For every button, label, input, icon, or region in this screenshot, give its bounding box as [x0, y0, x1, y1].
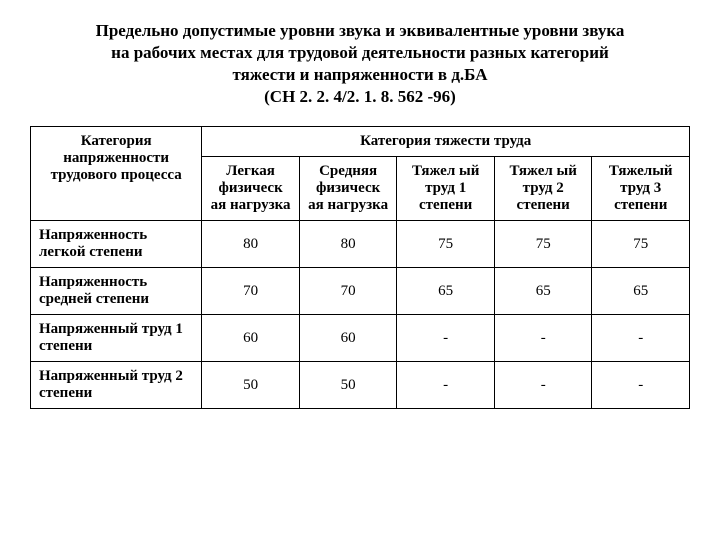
table-row: Напряженный труд 1 степени 60 60 - - - — [31, 315, 690, 362]
title-line-1: Предельно допустимые уровни звука и экви… — [96, 21, 625, 40]
cell-value: - — [592, 315, 690, 362]
cell-value: 75 — [494, 221, 592, 268]
cell-value: 75 — [397, 221, 495, 268]
cell-value: 60 — [202, 315, 300, 362]
cell-value: - — [397, 315, 495, 362]
title-line-4: (СН 2. 2. 4/2. 1. 8. 562 -96) — [264, 87, 456, 106]
colgroup-header: Категория тяжести труда — [202, 127, 690, 157]
table-row: Напряженный труд 2 степени 50 50 - - - — [31, 362, 690, 409]
cell-value: - — [397, 362, 495, 409]
cell-value: 80 — [299, 221, 397, 268]
col-header: Средняя физическ ая нагрузка — [299, 157, 397, 221]
rowgroup-header: Категория напряженности трудового процес… — [31, 127, 202, 221]
page-title: Предельно допустимые уровни звука и экви… — [30, 20, 690, 108]
row-label: Напряженный труд 1 степени — [31, 315, 202, 362]
sound-levels-table: Категория напряженности трудового процес… — [30, 126, 690, 409]
cell-value: 70 — [299, 268, 397, 315]
cell-value: - — [494, 362, 592, 409]
cell-value: 75 — [592, 221, 690, 268]
table-row: Напряженность средней степени 70 70 65 6… — [31, 268, 690, 315]
cell-value: 50 — [202, 362, 300, 409]
col-header: Тяжелый труд 3 степени — [592, 157, 690, 221]
cell-value: - — [494, 315, 592, 362]
cell-value: - — [592, 362, 690, 409]
col-header: Легкая физическ ая нагрузка — [202, 157, 300, 221]
cell-value: 65 — [494, 268, 592, 315]
cell-value: 70 — [202, 268, 300, 315]
title-line-3: тяжести и напряженности в д.БА — [233, 65, 488, 84]
row-label: Напряженность средней степени — [31, 268, 202, 315]
cell-value: 60 — [299, 315, 397, 362]
col-header: Тяжел ый труд 1 степени — [397, 157, 495, 221]
row-label: Напряженность легкой степени — [31, 221, 202, 268]
cell-value: 65 — [397, 268, 495, 315]
col-header: Тяжел ый труд 2 степени — [494, 157, 592, 221]
table-header-row-1: Категория напряженности трудового процес… — [31, 127, 690, 157]
row-label: Напряженный труд 2 степени — [31, 362, 202, 409]
cell-value: 65 — [592, 268, 690, 315]
cell-value: 80 — [202, 221, 300, 268]
cell-value: 50 — [299, 362, 397, 409]
title-line-2: на рабочих местах для трудовой деятельно… — [111, 43, 609, 62]
table-row: Напряженность легкой степени 80 80 75 75… — [31, 221, 690, 268]
